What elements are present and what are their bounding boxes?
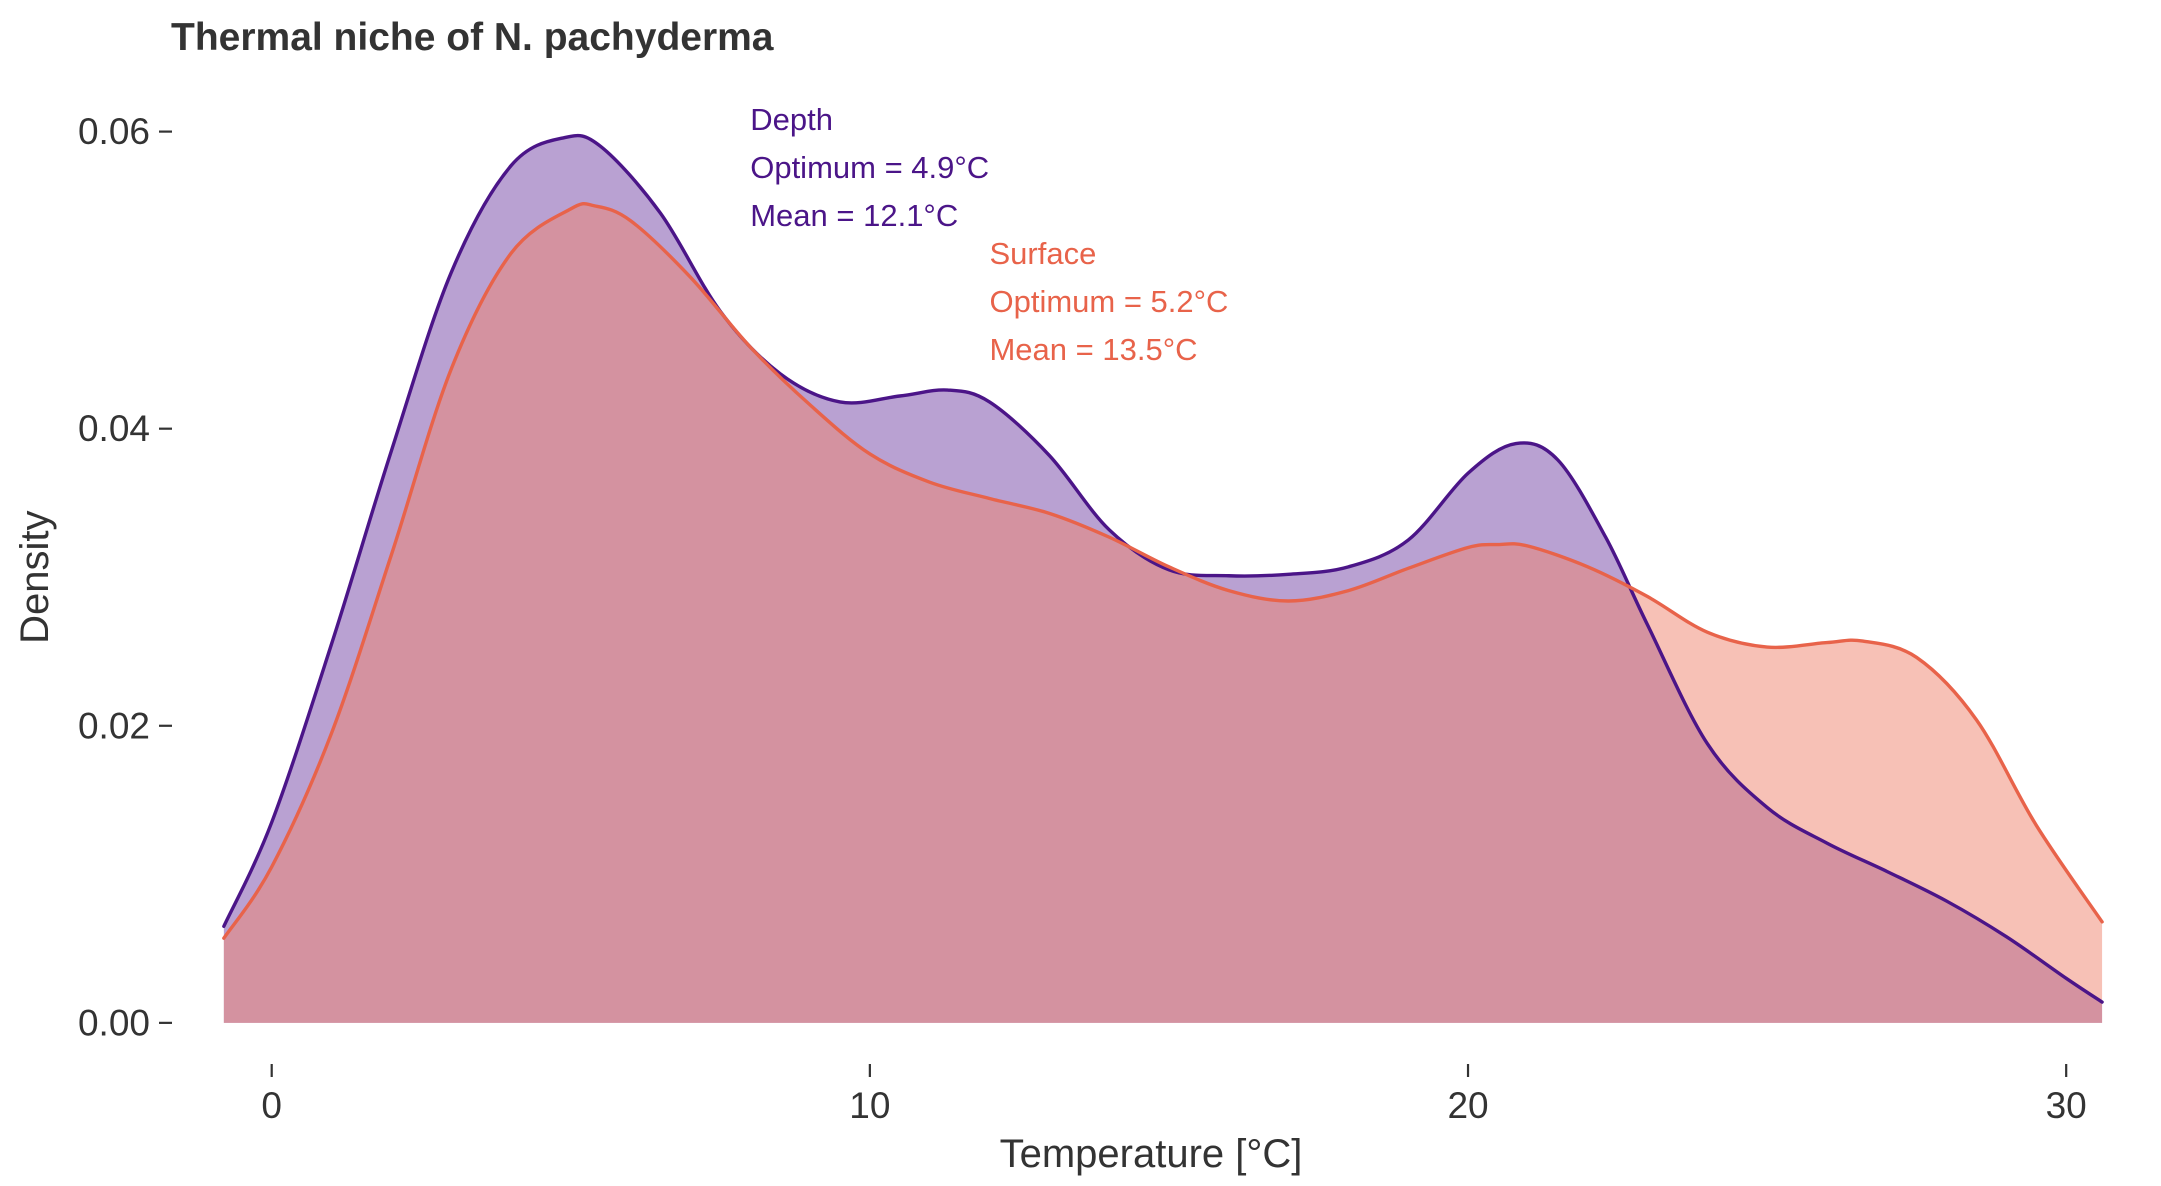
y-tick-label: 0.00 <box>78 1002 150 1043</box>
y-axis-title: Density <box>13 511 57 644</box>
annotations: Depth Optimum = 4.9°C Mean = 12.1°C Surface… <box>750 102 1228 367</box>
area-surface <box>223 203 2103 1023</box>
annotation-depth-line: Mean = 12.1°C <box>750 198 958 233</box>
x-axis-title: Temperature [°C] <box>1000 1132 1303 1176</box>
line-depth <box>222 133 2104 1004</box>
line-surface <box>222 201 2104 940</box>
x-tick-label: 20 <box>1447 1085 1488 1126</box>
chart-title: Thermal niche of N. pachyderma <box>171 16 774 59</box>
annotation-surface-line: Surface <box>989 236 1096 271</box>
x-tick-label: 10 <box>849 1085 890 1126</box>
annotation-depth-line: Optimum = 4.9°C <box>750 150 989 185</box>
x-tick-label: 0 <box>261 1085 282 1126</box>
axes: 0.00 0.02 0.04 0.06 0 10 20 30 <box>78 111 2087 1126</box>
annotation-depth-line: Depth <box>750 102 833 137</box>
y-tick-label: 0.04 <box>78 408 150 449</box>
annotation-surface-line: Mean = 13.5°C <box>989 332 1197 367</box>
density-fills <box>223 135 2103 1023</box>
y-tick-label: 0.02 <box>78 705 150 746</box>
density-lines <box>222 133 2104 1004</box>
annotation-surface-line: Optimum = 5.2°C <box>989 284 1228 319</box>
x-tick-label: 30 <box>2046 1085 2087 1126</box>
y-tick-label: 0.06 <box>78 111 150 152</box>
